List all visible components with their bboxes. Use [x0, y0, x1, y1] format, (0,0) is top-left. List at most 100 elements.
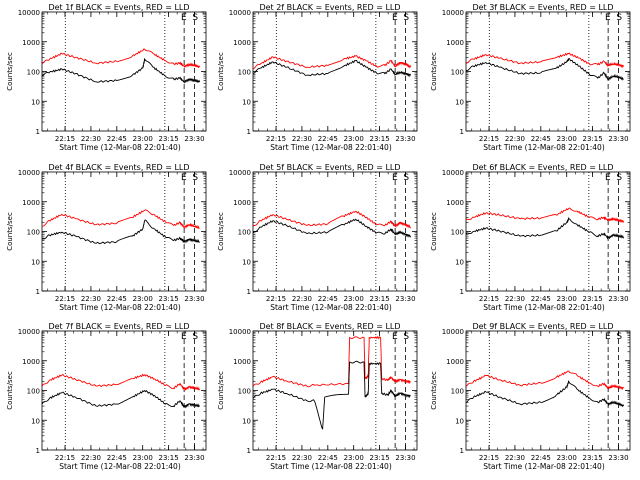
- x-tick-label: 23:30: [395, 454, 415, 462]
- series-events-black: [252, 59, 412, 78]
- x-tick-label: 22:45: [107, 454, 127, 462]
- y-tick-label: 100: [451, 388, 464, 396]
- x-tick-label: 23:30: [608, 454, 628, 462]
- x-tick-label: 23:00: [344, 454, 364, 462]
- y-tick-label: 1000: [446, 39, 464, 47]
- y-tick-label: 1: [460, 288, 464, 296]
- x-tick-label: 22:15: [55, 135, 75, 143]
- x-tick-label: 22:45: [318, 295, 338, 303]
- y-tick-label: 100: [451, 229, 464, 237]
- annotation-e: E: [605, 13, 611, 23]
- plot-frame: [41, 330, 207, 451]
- x-tick-label: 22:15: [266, 135, 286, 143]
- x-tick-label: 22:30: [505, 295, 525, 303]
- chart-title: Det 9f BLACK = Events, RED = LLD: [472, 322, 613, 331]
- x-tick-label: 22:30: [292, 454, 312, 462]
- x-tick-label: 23:15: [159, 135, 179, 143]
- x-tick-label: 23:00: [557, 454, 577, 462]
- x-tick-label: 23:15: [583, 135, 603, 143]
- annotation-s: S: [616, 332, 622, 342]
- y-tick-label: 100: [27, 388, 40, 396]
- x-axis-label: Start Time (12-Mar-08 22:01:40): [270, 462, 392, 471]
- series-lld-red: [465, 207, 625, 224]
- series-lld-red: [252, 54, 412, 70]
- x-tick-label: 22:30: [81, 295, 101, 303]
- series-events-black: [466, 380, 625, 408]
- x-tick-label: 23:30: [184, 454, 204, 462]
- y-tick-label: 10000: [18, 328, 40, 336]
- x-tick-label: 23:00: [344, 295, 364, 303]
- y-tick-label: 10000: [442, 328, 464, 336]
- chart-title: Det 5f BLACK = Events, RED = LLD: [259, 163, 400, 172]
- annotation-s: S: [403, 173, 409, 183]
- x-axis-label: Start Time (12-Mar-08 22:01:40): [483, 303, 605, 312]
- x-tick-label: 23:00: [133, 295, 153, 303]
- x-tick-label: 22:15: [479, 135, 499, 143]
- y-axis-label: Counts/sec: [6, 212, 14, 251]
- series-events-black: [41, 389, 200, 409]
- x-tick-label: 22:15: [55, 454, 75, 462]
- y-tick-label: 100: [27, 69, 40, 77]
- x-tick-label: 23:30: [395, 135, 415, 143]
- x-tick-label: 22:45: [318, 454, 338, 462]
- x-tick-label: 23:30: [608, 135, 628, 143]
- x-axis-label: Start Time (12-Mar-08 22:01:40): [270, 303, 392, 312]
- x-tick-label: 22:45: [531, 454, 551, 462]
- annotation-s: S: [403, 13, 409, 23]
- series-lld-red: [252, 335, 411, 388]
- y-axis-label: Counts/sec: [6, 52, 14, 91]
- x-tick-label: 23:15: [583, 454, 603, 462]
- y-tick-label: 1000: [233, 358, 251, 366]
- y-axis-label: Counts/sec: [217, 371, 225, 410]
- x-tick-label: 22:30: [292, 135, 312, 143]
- x-tick-label: 23:30: [608, 295, 628, 303]
- x-axis-label: Start Time (12-Mar-08 22:01:40): [59, 143, 181, 152]
- y-tick-label: 10: [455, 98, 464, 106]
- y-tick-label: 100: [451, 69, 464, 77]
- annotation-e: E: [392, 332, 398, 342]
- chart-title: Det 4f BLACK = Events, RED = LLD: [48, 163, 189, 172]
- y-tick-label: 10000: [18, 169, 40, 177]
- x-tick-label: 23:30: [184, 135, 204, 143]
- y-tick-label: 10: [242, 98, 251, 106]
- y-tick-label: 100: [238, 229, 251, 237]
- x-tick-label: 23:00: [557, 295, 577, 303]
- plot-frame: [465, 171, 631, 292]
- y-axis-label: Counts/sec: [6, 371, 14, 410]
- series-lld-red: [465, 52, 625, 69]
- y-axis-label: Counts/sec: [217, 212, 225, 251]
- x-tick-label: 23:15: [583, 295, 603, 303]
- x-tick-label: 23:15: [370, 295, 390, 303]
- x-tick-label: 23:30: [395, 295, 415, 303]
- annotation-s: S: [192, 173, 198, 183]
- chart-title: Det 3f BLACK = Events, RED = LLD: [472, 3, 613, 12]
- y-tick-label: 10: [242, 417, 251, 425]
- y-tick-label: 10000: [229, 9, 251, 17]
- annotation-s: S: [192, 13, 198, 23]
- y-tick-label: 10: [455, 258, 464, 266]
- y-axis-label: Counts/sec: [430, 371, 438, 410]
- y-tick-label: 10: [31, 258, 40, 266]
- annotation-e: E: [605, 332, 611, 342]
- x-tick-label: 22:30: [505, 454, 525, 462]
- x-tick-label: 23:15: [370, 454, 390, 462]
- x-tick-label: 23:00: [344, 135, 364, 143]
- annotation-s: S: [616, 13, 622, 23]
- plot-frame: [465, 11, 631, 132]
- y-tick-label: 10: [242, 258, 251, 266]
- y-axis-label: Counts/sec: [217, 52, 225, 91]
- x-tick-label: 22:15: [266, 295, 286, 303]
- y-tick-label: 1: [247, 288, 251, 296]
- x-tick-label: 22:45: [318, 135, 338, 143]
- y-tick-label: 1: [247, 447, 251, 455]
- x-tick-label: 22:15: [266, 454, 286, 462]
- y-tick-label: 10: [455, 417, 464, 425]
- chart-title: Det 8f BLACK = Events, RED = LLD: [259, 322, 400, 331]
- x-tick-label: 22:15: [479, 295, 499, 303]
- y-tick-label: 100: [27, 229, 40, 237]
